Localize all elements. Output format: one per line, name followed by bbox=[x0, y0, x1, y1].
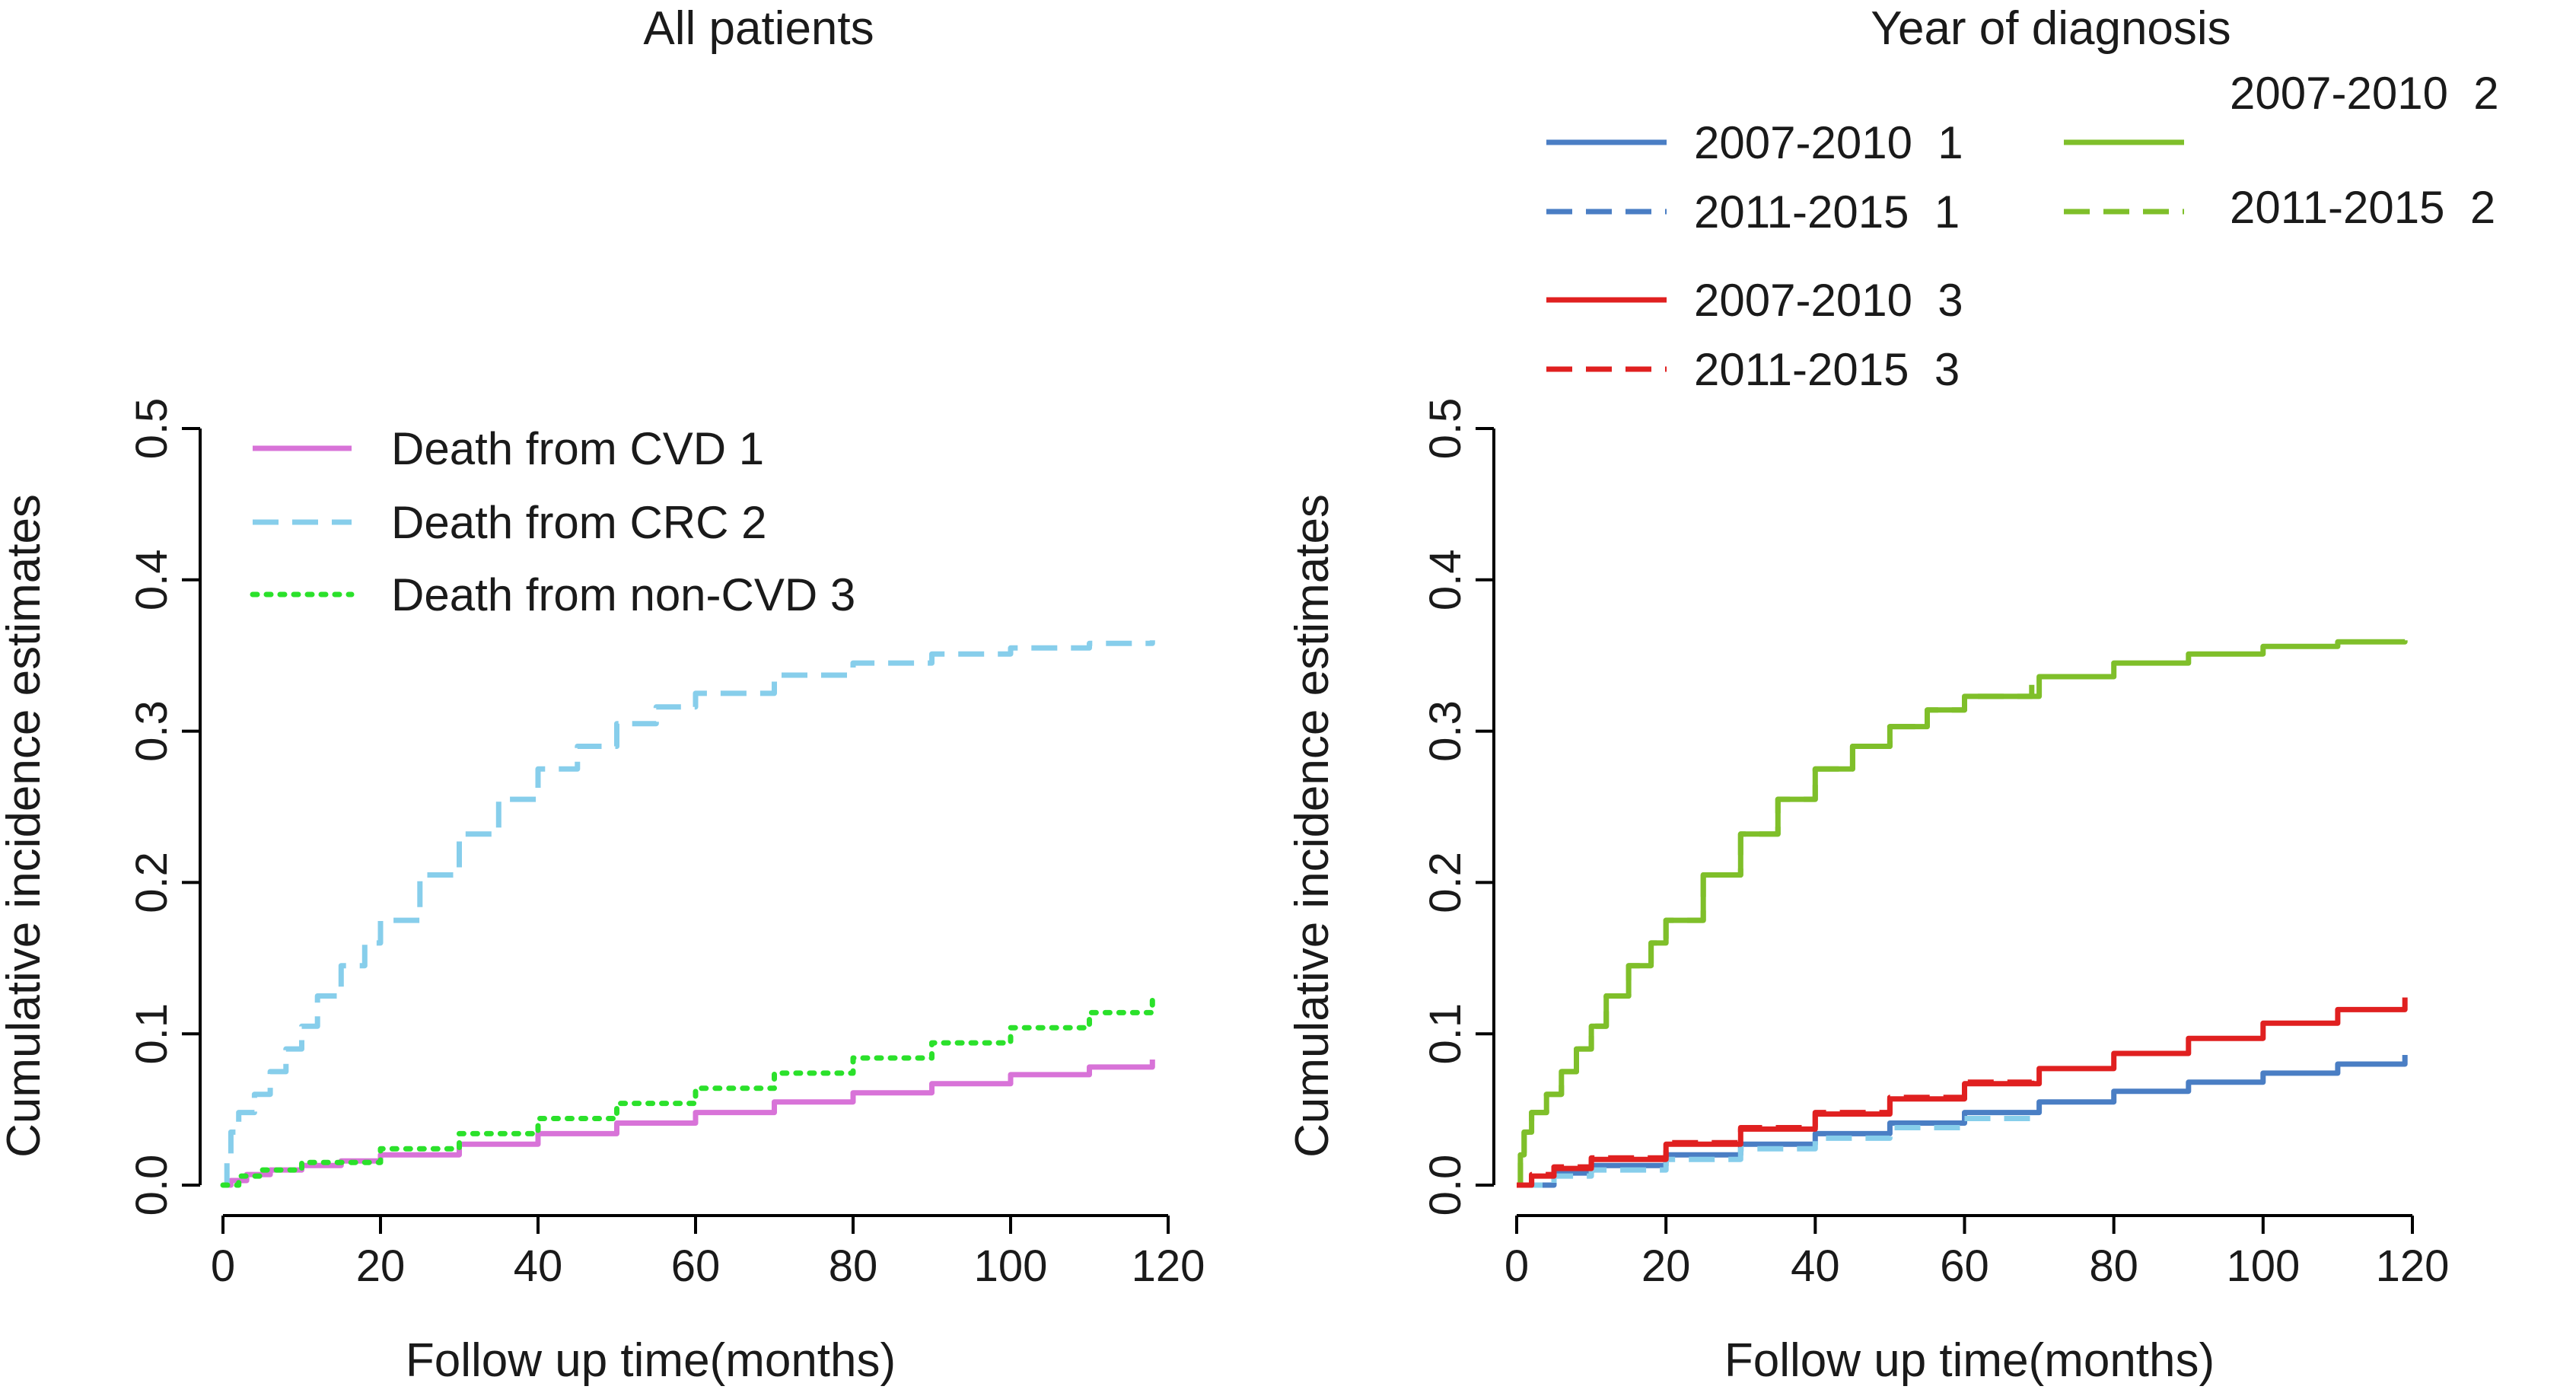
chart-title: Year of diagnosis bbox=[1871, 2, 2231, 55]
series-line-2011-2015-1 bbox=[1517, 1109, 2035, 1188]
legend: 2007-2010 1 2011-2015 1 2007-2010 2 2011… bbox=[1546, 68, 2499, 395]
y-tick-label: 0.5 bbox=[127, 398, 177, 460]
y-axis-label: Cumulative incidence estimates bbox=[0, 494, 50, 1158]
y-tick-label: 0.3 bbox=[127, 700, 177, 762]
legend-label-2007-2010-1: 2007-2010 1 bbox=[1694, 117, 1963, 168]
x-tick-label: 20 bbox=[356, 1241, 406, 1291]
legend: Death from CVD 1 Death from CRC 2 Death … bbox=[250, 423, 855, 620]
series-line-2007-2010-1 bbox=[1517, 1055, 2408, 1188]
x-tick-label: 60 bbox=[1940, 1241, 1989, 1291]
x-axis-label: Follow up time(months) bbox=[1724, 1334, 2215, 1387]
y-tick-label: 0.0 bbox=[127, 1155, 177, 1216]
series-line-death-from-non-cvd-3 bbox=[220, 998, 1155, 1188]
legend-label-noncvd: Death from non-CVD 3 bbox=[391, 569, 855, 620]
y-tick-label: 0.2 bbox=[1421, 852, 1470, 913]
legend-label-2011-2015-1: 2011-2015 1 bbox=[1694, 186, 1960, 237]
y-tick-label: 0.0 bbox=[1421, 1155, 1470, 1216]
legend-label-crc: Death from CRC 2 bbox=[391, 497, 766, 548]
y-tick-label: 0.3 bbox=[1421, 700, 1470, 762]
x-axis-label: Follow up time(months) bbox=[406, 1334, 896, 1387]
series-line-2007-2010-2 bbox=[1517, 639, 2408, 1188]
y-tick-label: 0.2 bbox=[127, 852, 177, 913]
x-tick-label: 80 bbox=[829, 1241, 878, 1291]
x-tick-label: 120 bbox=[1132, 1241, 1205, 1291]
x-tick-label: 20 bbox=[1641, 1241, 1691, 1291]
chart-title: All patients bbox=[643, 2, 874, 55]
x-tick-label: 40 bbox=[1791, 1241, 1840, 1291]
series-line-2011-2015-3 bbox=[1517, 1068, 2035, 1188]
y-tick-label: 0.1 bbox=[1421, 1003, 1470, 1065]
x-tick-label: 0 bbox=[1505, 1241, 1529, 1291]
legend-label-cvd: Death from CVD 1 bbox=[391, 423, 764, 474]
y-tick-label: 0.4 bbox=[1421, 549, 1470, 610]
legend-label-2011-2015-3: 2011-2015 3 bbox=[1694, 344, 1960, 395]
y-tick-label: 0.4 bbox=[127, 549, 177, 610]
x-tick-label: 40 bbox=[514, 1241, 563, 1291]
series-line-death-from-crc-2 bbox=[223, 640, 1155, 1188]
series-line-2011-2015-2 bbox=[1517, 683, 2035, 1188]
series-line-death-from-cvd-1 bbox=[223, 1060, 1155, 1188]
panel-year-of-diagnosis: Year of diagnosis Follow up time(months)… bbox=[1286, 2, 2499, 1387]
panel-all-patients: All patients Follow up time(months) Cumu… bbox=[0, 2, 1205, 1387]
x-tick-label: 0 bbox=[211, 1241, 235, 1291]
legend-label-2007-2010-3: 2007-2010 3 bbox=[1694, 275, 1963, 326]
x-tick-label: 120 bbox=[2376, 1241, 2450, 1291]
x-tick-label: 60 bbox=[671, 1241, 721, 1291]
x-tick-label: 80 bbox=[2089, 1241, 2138, 1291]
y-axis-label: Cumulative incidence estimates bbox=[1286, 494, 1339, 1158]
y-tick-label: 0.5 bbox=[1421, 398, 1470, 460]
y-tick-label: 0.1 bbox=[127, 1003, 177, 1065]
legend-label-2007-2010-2: 2007-2010 2 bbox=[2230, 68, 2499, 119]
x-tick-label: 100 bbox=[2226, 1241, 2300, 1291]
x-tick-label: 100 bbox=[974, 1241, 1048, 1291]
legend-label-2011-2015-2: 2011-2015 2 bbox=[2230, 182, 2495, 233]
